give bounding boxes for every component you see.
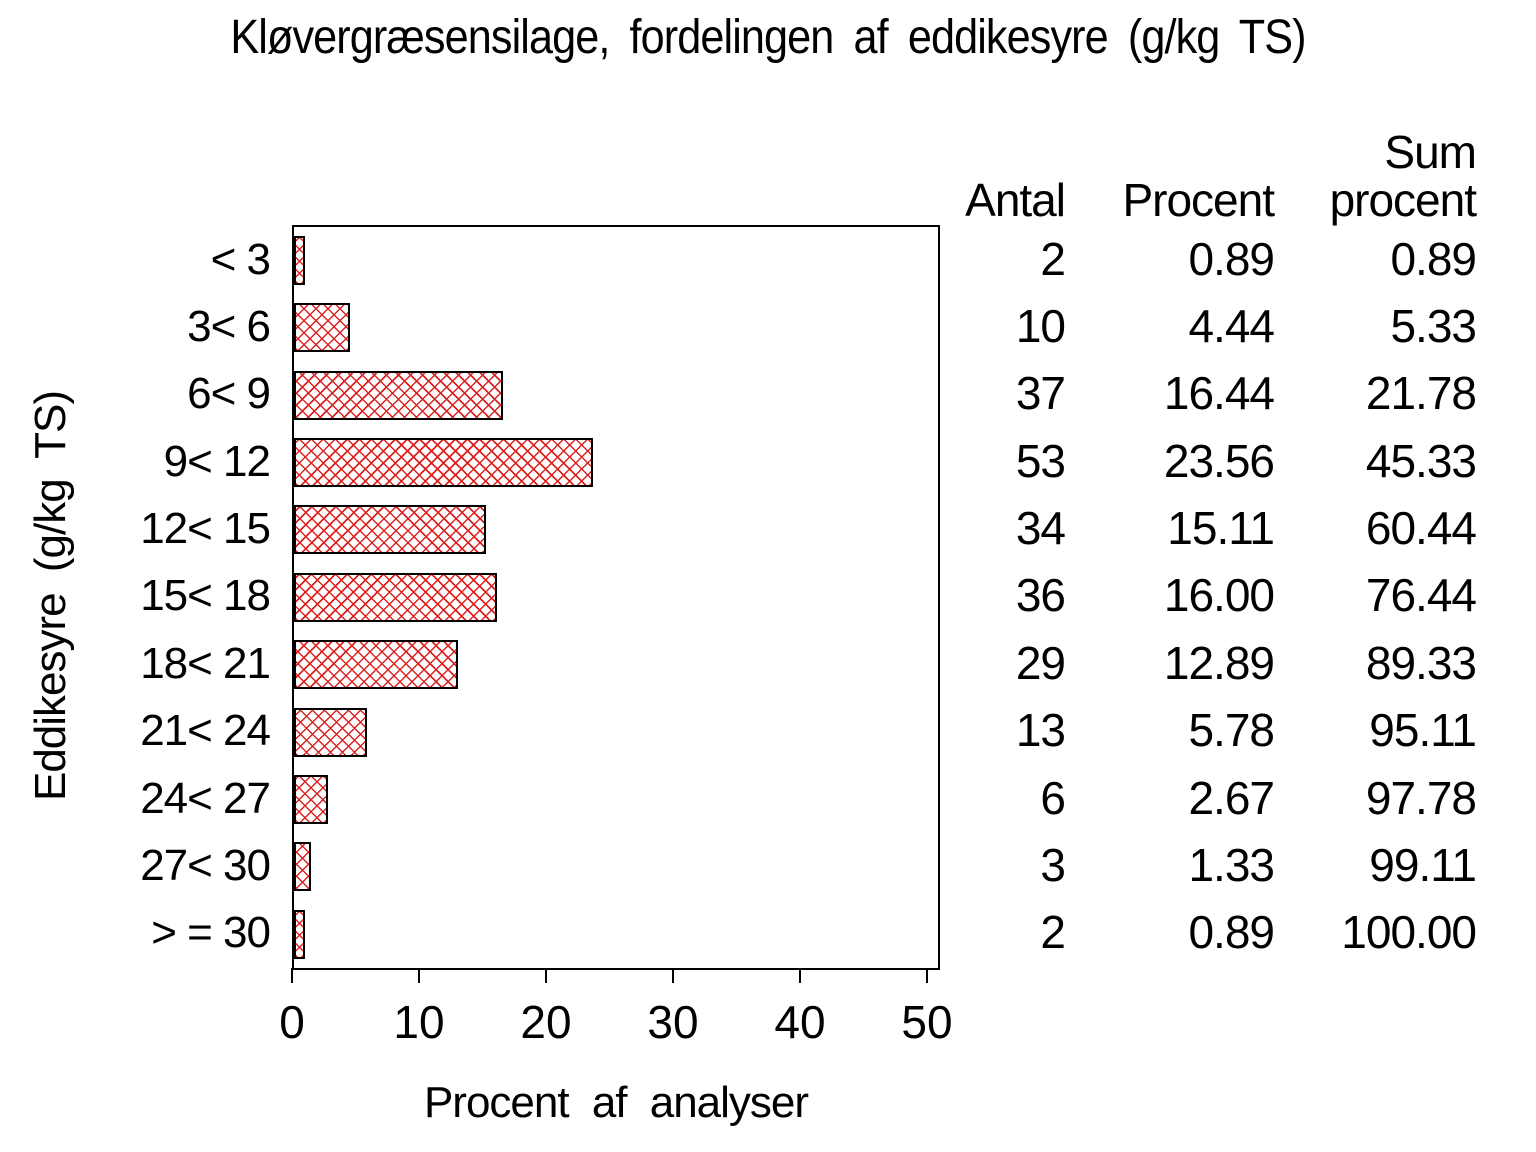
bar-3<6: [294, 303, 351, 353]
table-header: Sum Antal Procent procent: [900, 126, 1477, 226]
cell-procent: 12.89: [1163, 636, 1275, 689]
cell-procent: 16.44: [1163, 367, 1275, 420]
x-tick: [291, 968, 293, 983]
table-row: 6 2.67 97.78: [900, 764, 1477, 831]
cell-antal: 37: [1015, 367, 1066, 420]
category-label: 3< 6: [187, 302, 271, 352]
table-row: 2 0.89 100.00: [900, 899, 1477, 966]
category-label: < 3: [210, 234, 271, 284]
cell-antal: 34: [1015, 502, 1066, 555]
cell-procent: 0.89: [1188, 232, 1275, 285]
cell-sum: 97.78: [1365, 771, 1477, 824]
category-label: 18< 21: [140, 638, 271, 688]
x-tick-label: 20: [520, 996, 572, 1048]
cell-procent: 5.78: [1188, 704, 1275, 757]
table-header-line-1: Sum: [900, 126, 1477, 178]
bar-<3: [294, 236, 306, 285]
cell-sum: 0.89: [1390, 232, 1477, 285]
category-label: 12< 15: [140, 504, 271, 554]
bar-18<21: [294, 640, 458, 690]
x-tick: [418, 968, 420, 983]
table-row: 3 1.33 99.11: [900, 831, 1477, 898]
cell-procent: 23.56: [1163, 434, 1275, 487]
table-row: 36 16.00 76.44: [900, 562, 1477, 629]
col-header-procent: Procent: [1122, 174, 1275, 226]
cell-sum: 99.11: [1369, 838, 1477, 891]
chart-title: Kløvergræsensilage, fordelingen af eddik…: [230, 11, 1306, 64]
table-row: 34 15.11 60.44: [900, 494, 1477, 561]
bar-27<30: [294, 842, 311, 892]
col-header-antal: Antal: [965, 174, 1066, 226]
table-row: 2 0.89 0.89: [900, 225, 1477, 292]
table-row: 29 12.89 89.33: [900, 629, 1477, 696]
x-tick: [672, 968, 674, 983]
bar-24<27: [294, 774, 328, 824]
bar-15<18: [294, 572, 498, 622]
cell-antal: 6: [1040, 771, 1066, 824]
cell-sum: 100.00: [1341, 906, 1477, 959]
cell-procent: 0.89: [1188, 906, 1275, 959]
cell-antal: 2: [1040, 232, 1066, 285]
x-tick: [926, 968, 928, 983]
cell-procent: 1.33: [1188, 838, 1275, 891]
cell-sum: 76.44: [1365, 569, 1477, 622]
cell-antal: 53: [1015, 434, 1066, 487]
category-label: 24< 27: [140, 773, 271, 823]
table-row: 10 4.44 5.33: [900, 292, 1477, 359]
bar-9<12: [294, 438, 594, 488]
cell-sum: 89.33: [1365, 636, 1477, 689]
bar-6<9: [294, 370, 503, 420]
cell-procent: 15.11: [1167, 502, 1275, 555]
x-tick-label: 40: [774, 996, 826, 1048]
category-label: 21< 24: [140, 706, 271, 756]
category-label: 27< 30: [140, 840, 271, 890]
cell-sum: 60.44: [1365, 502, 1477, 555]
cell-sum: 45.33: [1365, 434, 1477, 487]
x-tick: [799, 968, 801, 983]
category-label: > = 30: [151, 908, 271, 958]
cell-sum: 5.33: [1390, 300, 1477, 353]
col-header-sum-line1: Sum: [1384, 126, 1477, 178]
col-header-sum-line2: procent: [1329, 174, 1477, 226]
cell-antal: 3: [1040, 838, 1066, 891]
plot-area: [292, 225, 940, 970]
cell-procent: 16.00: [1163, 569, 1275, 622]
category-label: 6< 9: [187, 369, 271, 419]
bar-21<24: [294, 707, 368, 757]
x-tick-label: 10: [393, 996, 445, 1048]
x-axis-title: Procent af analyser: [423, 1078, 809, 1127]
cell-procent: 4.44: [1188, 300, 1275, 353]
table-header-line-2: Antal Procent procent: [900, 174, 1477, 226]
cell-sum: 95.11: [1369, 704, 1477, 757]
category-label: 9< 12: [163, 436, 271, 486]
bar-12<15: [294, 505, 486, 555]
table-row: 53 23.56 45.33: [900, 427, 1477, 494]
bar->=30: [294, 909, 306, 959]
x-tick-label: 50: [901, 996, 953, 1048]
table-row: 13 5.78 95.11: [900, 697, 1477, 764]
category-label: 15< 18: [140, 571, 271, 621]
y-axis-category-labels: < 3 3< 6 6< 9 9< 12 12< 15 15< 18 18< 21 21< 24…: [0, 225, 271, 968]
x-tick: [545, 968, 547, 983]
cell-antal: 10: [1015, 300, 1066, 353]
cell-sum: 21.78: [1365, 367, 1477, 420]
table-row: 37 16.44 21.78: [900, 360, 1477, 427]
x-tick-label: 30: [647, 996, 699, 1048]
x-tick-label: 0: [279, 996, 305, 1048]
cell-antal: 13: [1015, 704, 1066, 757]
cell-antal: 2: [1040, 906, 1066, 959]
cell-antal: 36: [1015, 569, 1066, 622]
cell-procent: 2.67: [1188, 771, 1275, 824]
cell-antal: 29: [1015, 636, 1066, 689]
